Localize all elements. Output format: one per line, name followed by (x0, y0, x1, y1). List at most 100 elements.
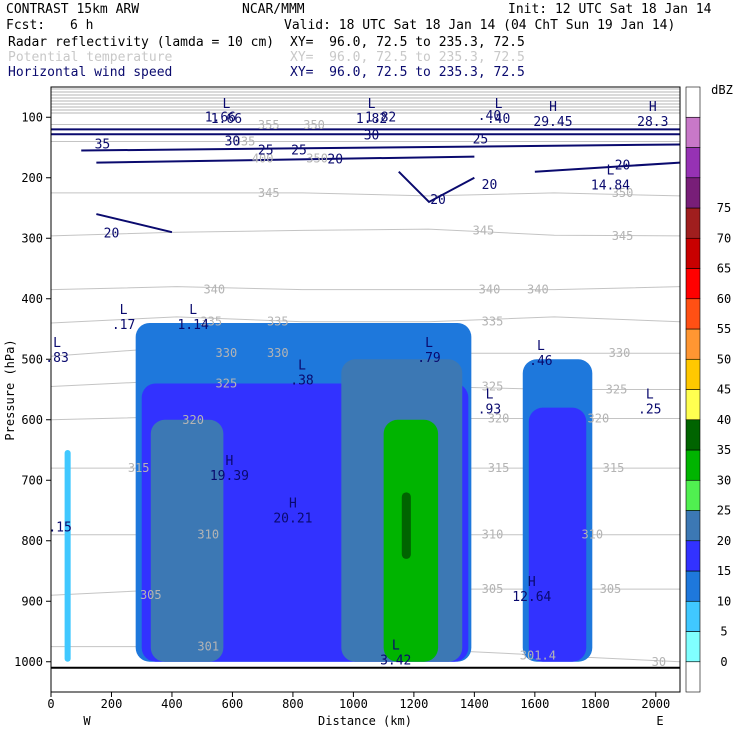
theta-line-5 (50, 316, 681, 324)
colorbar-level-15: 75 (717, 201, 731, 215)
wind-line-5 (96, 213, 173, 234)
header-fcst-label: Fcst: (6, 18, 46, 33)
field-reflectivity-name: Radar reflectivity (lamda = 10 cm) (8, 35, 275, 50)
extremum-value-18: .15 (48, 521, 71, 536)
theta-label-33: 301 (197, 640, 219, 654)
extremum-value-0: 1.66 (211, 112, 242, 127)
extremum-value-12: .93 (478, 403, 501, 418)
theta-label-21: 320 (182, 413, 204, 427)
colorbar-box-10 (685, 358, 701, 390)
x-tick-label-1: 200 (101, 697, 123, 711)
extremum-type-0: L (222, 97, 230, 112)
east-label: E (656, 714, 663, 728)
colorbar-level-3: 15 (717, 564, 731, 578)
extremum-type-1: L (368, 97, 376, 112)
theta-label-9: 340 (203, 283, 225, 297)
extremum-value-10: .79 (417, 351, 440, 366)
wind-label-4: 30 (225, 134, 241, 149)
wind-speed-contours (51, 128, 681, 234)
x-tick-label-0: 0 (47, 697, 54, 711)
theta-label-3: 400 (252, 151, 274, 165)
field-theta-name: Potential temperature (8, 50, 173, 65)
theta-label-19: 325 (482, 379, 504, 393)
colorbar-level-13: 65 (717, 262, 731, 276)
wind-label-12: 20 (430, 193, 446, 208)
colorbar-box-0 (685, 661, 701, 693)
colorbar-box-7 (685, 449, 701, 481)
extremum-value-6: .83 (45, 351, 68, 366)
colorbar-box-4 (685, 540, 701, 572)
wind-label-7: 20 (327, 153, 343, 168)
wind-line-6 (534, 161, 681, 173)
theta-label-4: 350 (306, 151, 328, 165)
extremum-type-5: L (607, 164, 615, 179)
theta-label-1: 350 (303, 118, 325, 132)
theta-label-27: 310 (197, 528, 219, 542)
x-tick-label-5: 1000 (339, 697, 368, 711)
colorbar-box-5 (685, 510, 701, 542)
reflectivity-cell-8 (401, 492, 411, 559)
theta-label-29: 310 (581, 528, 603, 542)
extremum-value-8: 1.14 (177, 318, 208, 333)
colorbar-box-13 (685, 268, 701, 300)
theta-label-6: 345 (258, 186, 280, 200)
theta-label-31: 305 (482, 582, 504, 596)
extremum-type-11: L (537, 339, 545, 354)
theta-line-2 (51, 192, 681, 197)
colorbar-level-2: 10 (717, 594, 731, 608)
y-tick-label-4: 500 (21, 352, 43, 366)
wind-label-9: 25 (473, 133, 489, 148)
extremum-value-16: 12.64 (512, 590, 551, 605)
theta-label-35: 30 (652, 655, 666, 669)
theta-label-32: 305 (600, 582, 622, 596)
header-valid: Valid: 18 UTC Sat 18 Jan 14 (04 ChT Sun … (284, 18, 676, 33)
theta-label-18: 325 (216, 376, 238, 390)
wind-line-2 (81, 143, 681, 152)
theta-label-10: 340 (479, 283, 501, 297)
field-theta-xy: XY= 96.0, 72.5 to 235.3, 72.5 (290, 50, 525, 65)
theta-label-28: 310 (482, 528, 504, 542)
y-tick-label-5: 600 (21, 413, 43, 427)
extremum-value-7: .17 (112, 318, 135, 333)
wind-label-13: 20 (104, 226, 120, 241)
x-tick-label-7: 1400 (460, 697, 489, 711)
y-tick-label-8: 900 (21, 594, 43, 608)
theta-label-15: 330 (216, 346, 238, 360)
colorbar-box-2 (685, 600, 701, 632)
extremum-value-5: 14.84 (591, 179, 630, 194)
theta-label-8: 345 (612, 229, 634, 243)
theta-label-2: 335 (234, 134, 256, 148)
header-center: NCAR/MMM (242, 2, 305, 17)
colorbar-level-7: 35 (717, 443, 731, 457)
colorbar-box-15 (685, 207, 701, 239)
west-label: W (83, 714, 91, 728)
header-model: CONTRAST 15km ARW (6, 2, 140, 17)
theta-label-20: 325 (606, 383, 628, 397)
theta-label-23: 320 (588, 412, 610, 426)
colorbar-level-11: 55 (717, 322, 731, 336)
x-tick-label-10: 2000 (641, 697, 670, 711)
x-tick-label-8: 1600 (520, 697, 549, 711)
field-reflectivity-xy: XY= 96.0, 72.5 to 235.3, 72.5 (290, 35, 525, 50)
theta-label-13: 335 (267, 315, 289, 329)
colorbar-box-3 (685, 570, 701, 602)
plot-frame (50, 86, 681, 693)
x-tick-label-6: 1200 (399, 697, 428, 711)
extremum-type-6: L (53, 336, 61, 351)
theta-label-17: 330 (609, 346, 631, 360)
colorbar-box-12 (685, 298, 701, 330)
colorbar-unit: dBZ (711, 83, 733, 97)
y-axis-label: Pressure (hPa) (3, 339, 17, 440)
wind-label-5: 25 (258, 144, 274, 159)
colorbar-level-1: 5 (720, 625, 727, 639)
colorbar-level-6: 30 (717, 473, 731, 487)
x-axis-label: Distance (km) (318, 714, 412, 728)
extrema-labels: L1.66L1.82L.40H29.45H28.3L14.84L.83L.17L… (45, 97, 668, 668)
colorbar-level-8: 40 (717, 413, 731, 427)
theta-label-34: 301.4 (520, 649, 556, 663)
y-tick-label-0: 100 (21, 110, 43, 124)
colorbar-level-9: 45 (717, 383, 731, 397)
colorbar-box-11 (685, 328, 701, 360)
colorbar-box-1 (685, 631, 701, 663)
wind-label-8: 30 (364, 128, 380, 143)
